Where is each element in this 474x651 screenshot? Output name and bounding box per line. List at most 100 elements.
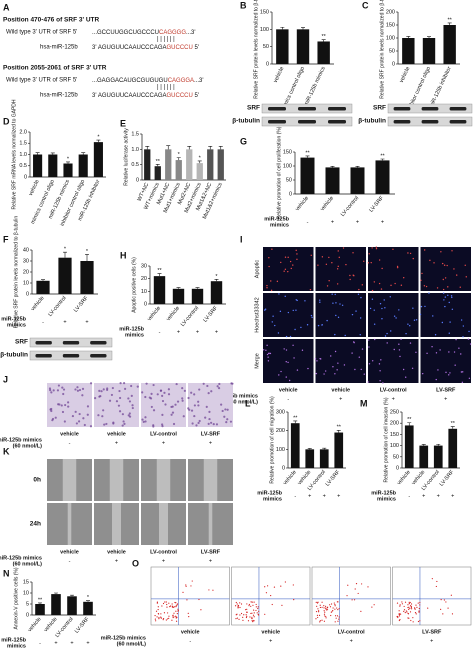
significance: ** (337, 425, 342, 431)
cell-dot (270, 280, 272, 282)
cell-dot (449, 372, 451, 374)
cell-dot (371, 360, 374, 362)
event-dot (410, 605, 412, 608)
x-tick-label: vehicle (43, 616, 59, 633)
blot-label: β-tubulin (0, 352, 28, 359)
event-dot (242, 616, 244, 618)
event-dot (253, 616, 255, 618)
event-dot (409, 605, 412, 607)
cell-dot (193, 393, 196, 396)
treatment-mark: + (209, 440, 212, 446)
event-dot (245, 616, 248, 619)
error-bar (407, 422, 412, 426)
event-dot (418, 607, 420, 610)
cell-dot (404, 376, 407, 378)
event-dot (403, 605, 405, 608)
significance: * (215, 274, 218, 280)
treatment-label: mimics (7, 643, 26, 649)
y-tick-label: 1.5 (19, 141, 27, 147)
y-tick-label: 250 (390, 409, 399, 415)
cell-dot (369, 307, 372, 310)
event-dot (273, 586, 276, 588)
cell-dot (280, 370, 282, 373)
event-dot (243, 614, 245, 616)
cell-dot (175, 382, 178, 386)
mirna-seq: 3' AGUGUUCAAUCCCAGAGUCCCU 5' (92, 45, 199, 51)
error-bar (307, 448, 312, 450)
cell-dot (226, 418, 229, 421)
event-dot (270, 594, 272, 597)
bar (172, 288, 185, 304)
wound-gap (156, 459, 171, 501)
cell-dot (319, 299, 321, 301)
event-dot (319, 620, 321, 622)
cell-dot (392, 248, 394, 250)
cell-dot (269, 352, 272, 355)
cell-dot (86, 405, 90, 408)
significance: ** (380, 153, 385, 159)
cell-dot (398, 343, 400, 345)
event-dot (165, 601, 167, 603)
cell-dot (368, 339, 370, 341)
event-dot (403, 610, 405, 612)
cell-dot (159, 389, 162, 392)
event-dot (447, 607, 449, 609)
event-dot (324, 611, 326, 613)
bar (186, 149, 193, 180)
cell-dot (319, 357, 321, 360)
cell-dot (152, 425, 155, 428)
event-dot (315, 610, 318, 613)
error-bar (322, 447, 327, 450)
cell-dot (271, 321, 273, 323)
event-dot (155, 610, 158, 612)
cell-dot (118, 410, 122, 413)
event-dot (337, 608, 339, 611)
blot-label: SRF (373, 105, 386, 112)
cell-dot (49, 389, 52, 392)
event-dot (246, 603, 248, 605)
event-dot (251, 601, 253, 603)
y-axis-label: Relative SRF mRNA levels normalized to G… (11, 99, 17, 209)
event-dot (257, 607, 259, 610)
cell-dot (285, 376, 287, 378)
cell-dot (448, 351, 450, 353)
seq-part: CAGGGG (159, 30, 186, 36)
cell-dot (462, 336, 464, 338)
cell-dot (161, 394, 164, 397)
cell-dot (383, 299, 385, 301)
treatment-mark: + (162, 558, 165, 564)
cell-dot (285, 335, 288, 338)
cell-dot (400, 284, 403, 286)
cell-dot (150, 405, 153, 409)
cell-dot (287, 311, 290, 314)
cell-dot (136, 385, 139, 388)
cell-dot (468, 330, 470, 333)
cell-dot (62, 392, 65, 396)
event-dot (160, 613, 162, 615)
event-dot (403, 609, 406, 611)
cell-dot (64, 403, 67, 407)
event-dot (247, 620, 250, 622)
cell-dot (448, 374, 450, 376)
cell-dot (336, 283, 339, 285)
column-label: LV-control (338, 629, 365, 635)
event-dot (399, 604, 401, 606)
treatment-label: miR-125b mimics (0, 437, 42, 443)
x-tick-label: vehicle (282, 469, 298, 486)
panel-label: E (120, 118, 126, 128)
cell-dot (105, 422, 108, 426)
significance: * (97, 135, 100, 141)
event-dot (315, 618, 317, 620)
column-label: LV-SRF (201, 431, 221, 437)
cell-dot (368, 253, 370, 255)
treatment-mark: + (115, 558, 118, 564)
event-dot (351, 599, 353, 601)
y-tick-label: 30 (23, 258, 29, 264)
cell-dot (351, 313, 354, 316)
cell-dot (331, 293, 333, 295)
y-tick-label: 0 (392, 61, 395, 67)
cell-dot (183, 389, 186, 392)
bar (196, 163, 203, 180)
event-dot (409, 607, 411, 610)
event-dot (249, 616, 251, 618)
